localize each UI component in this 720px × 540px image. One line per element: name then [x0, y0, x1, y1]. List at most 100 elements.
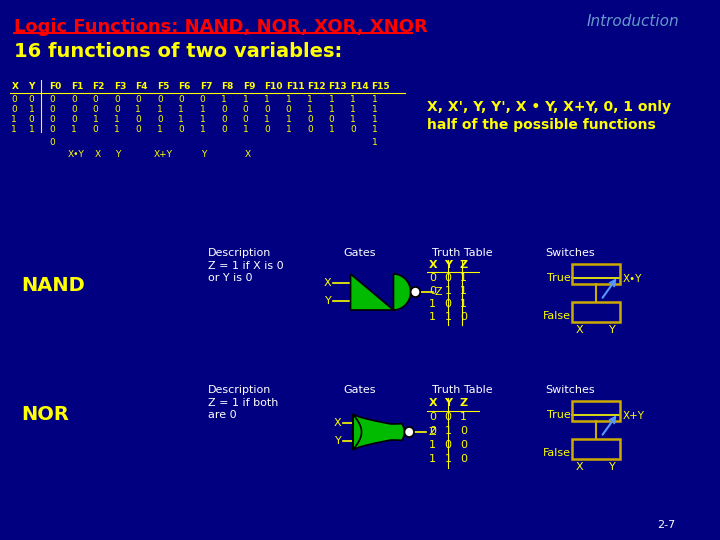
Text: Z: Z	[434, 287, 442, 297]
Text: Truth Table: Truth Table	[432, 248, 492, 258]
Bar	[572, 264, 620, 284]
Text: 0: 0	[429, 426, 436, 436]
Text: 0: 0	[460, 454, 467, 464]
Text: F1: F1	[71, 82, 84, 91]
Text: 0: 0	[50, 125, 55, 134]
Text: Y: Y	[201, 150, 206, 159]
Text: 1: 1	[444, 454, 451, 464]
Text: 0: 0	[179, 125, 184, 134]
Text: 0: 0	[444, 440, 451, 450]
Text: 1: 1	[200, 105, 206, 114]
Text: 16 functions of two variables:: 16 functions of two variables:	[14, 42, 343, 61]
Text: Y: Y	[444, 260, 452, 270]
Text: Y: Y	[335, 436, 341, 446]
Text: 1: 1	[372, 95, 377, 104]
Text: 0: 0	[12, 95, 17, 104]
Text: half of the possible functions: half of the possible functions	[428, 118, 656, 132]
Text: Y: Y	[609, 325, 616, 335]
Text: Truth Table: Truth Table	[432, 385, 492, 395]
Text: Y: Y	[325, 296, 331, 306]
Text: X: X	[576, 462, 584, 472]
Text: Z: Z	[460, 260, 468, 270]
Text: 0: 0	[114, 95, 120, 104]
Text: 0: 0	[179, 95, 184, 104]
Text: 0: 0	[135, 125, 141, 134]
Text: 1: 1	[157, 125, 163, 134]
Text: Switches: Switches	[546, 385, 595, 395]
Text: 0: 0	[135, 95, 141, 104]
Text: 0: 0	[50, 95, 55, 104]
Text: Y: Y	[115, 150, 120, 159]
Text: 1: 1	[264, 115, 270, 124]
Text: 0: 0	[460, 426, 467, 436]
Text: F0: F0	[50, 82, 62, 91]
Text: 1: 1	[372, 125, 377, 134]
Text: 1: 1	[307, 105, 313, 114]
Text: F4: F4	[135, 82, 148, 91]
Text: True: True	[546, 410, 570, 420]
Text: X: X	[576, 325, 584, 335]
Text: 1: 1	[307, 95, 313, 104]
Text: 0: 0	[429, 286, 436, 296]
Text: 1: 1	[12, 125, 17, 134]
Text: 0: 0	[444, 273, 451, 283]
Text: 0: 0	[328, 115, 334, 124]
Text: 1: 1	[372, 138, 377, 147]
Text: 1: 1	[179, 115, 184, 124]
Text: 1: 1	[286, 125, 292, 134]
Text: Gates: Gates	[343, 248, 376, 258]
Text: 1: 1	[444, 426, 451, 436]
Text: Introduction: Introduction	[587, 14, 679, 29]
Text: 0: 0	[93, 95, 98, 104]
Text: 1: 1	[29, 105, 35, 114]
Polygon shape	[353, 414, 405, 450]
Text: 1: 1	[444, 286, 451, 296]
Text: F10: F10	[264, 82, 283, 91]
Text: Gates: Gates	[343, 385, 376, 395]
Text: 1: 1	[29, 125, 35, 134]
Text: 1: 1	[372, 105, 377, 114]
Text: F8: F8	[221, 82, 234, 91]
Text: 1: 1	[71, 125, 77, 134]
Text: X•Y: X•Y	[68, 150, 85, 159]
Text: 0: 0	[29, 115, 35, 124]
Text: 1: 1	[157, 105, 163, 114]
Circle shape	[405, 427, 414, 437]
Text: 1: 1	[460, 286, 467, 296]
Circle shape	[410, 287, 420, 297]
Text: 0: 0	[243, 115, 248, 124]
Text: X: X	[334, 418, 341, 428]
Text: 1: 1	[93, 115, 98, 124]
Text: True: True	[546, 273, 570, 283]
Text: F15: F15	[372, 82, 390, 91]
Text: 0: 0	[114, 105, 120, 114]
Text: X+Y: X+Y	[623, 411, 645, 421]
Text: 1: 1	[350, 105, 356, 114]
Text: 0: 0	[50, 115, 55, 124]
Text: 0: 0	[135, 115, 141, 124]
Text: 1: 1	[221, 95, 227, 104]
Text: 0: 0	[307, 115, 313, 124]
Text: 1: 1	[200, 125, 206, 134]
Text: F5: F5	[157, 82, 169, 91]
Text: X: X	[324, 278, 331, 288]
Bar	[572, 302, 620, 322]
Text: 1: 1	[179, 105, 184, 114]
Text: 0: 0	[221, 115, 227, 124]
Text: NOR: NOR	[21, 405, 69, 424]
Text: 0: 0	[307, 125, 313, 134]
Text: False: False	[542, 311, 570, 321]
Text: 0: 0	[12, 105, 17, 114]
Text: 1: 1	[460, 299, 467, 309]
Text: 2-7: 2-7	[657, 520, 675, 530]
Text: Z = 1 if both: Z = 1 if both	[208, 398, 279, 408]
Text: 1: 1	[114, 125, 120, 134]
Text: F9: F9	[243, 82, 256, 91]
Text: 0: 0	[221, 105, 227, 114]
Text: or Y is 0: or Y is 0	[208, 273, 253, 283]
Polygon shape	[351, 274, 410, 310]
Text: 0: 0	[444, 299, 451, 309]
Text: 1: 1	[460, 412, 467, 422]
Text: 0: 0	[50, 105, 55, 114]
Text: 0: 0	[29, 95, 35, 104]
